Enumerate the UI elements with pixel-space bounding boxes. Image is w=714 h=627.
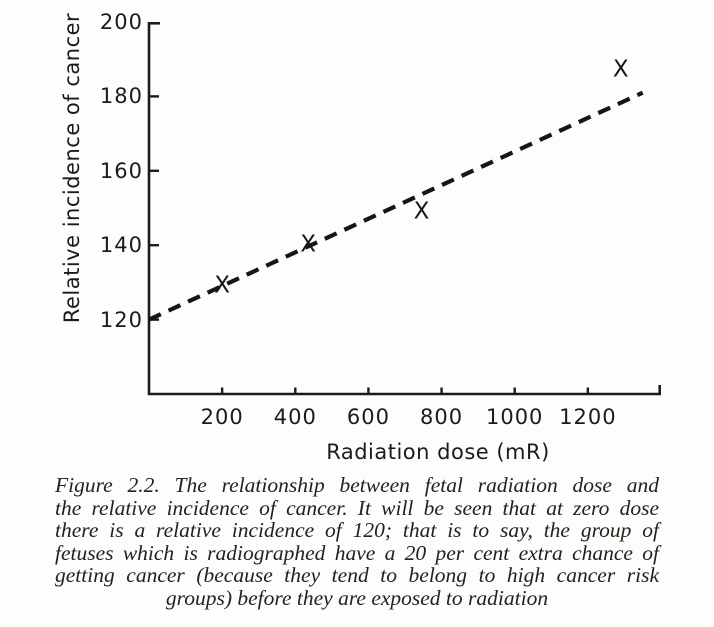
caption-line: Figure 2.2. The relationship between fet…	[55, 473, 659, 497]
cancer-radiation-chart: Relative incidence of cancer Radiation d…	[60, 10, 662, 464]
y-axis-title: Relative incidence of cancer	[60, 12, 84, 324]
data-point-marker: X	[612, 56, 629, 83]
y-tick-label: 120	[99, 307, 143, 332]
x-tick-label: 800	[420, 405, 464, 429]
caption-line: the relative incidence of cancer. It wil…	[55, 495, 659, 520]
caption-line: groups) before they are exposed to radia…	[165, 585, 549, 610]
x-tick-label: 1000	[485, 405, 544, 429]
x-axis-title: Radiation dose (mR)	[326, 440, 550, 464]
x-tick-label: 600	[346, 405, 390, 429]
x-tick-label: 200	[200, 405, 244, 429]
y-tick-label: 160	[99, 158, 143, 183]
y-tick-label: 140	[99, 233, 143, 258]
x-tick-label: 400	[273, 405, 317, 429]
figure-caption: Figure 2.2. The relationship between fet…	[55, 474, 659, 609]
caption-line: getting cancer (because they tend to bel…	[55, 563, 659, 587]
data-point-marker: X	[214, 272, 231, 299]
data-point-marker: X	[413, 198, 430, 225]
caption-line: fetuses which is radiographed have a 20 …	[55, 540, 659, 565]
y-tick-label: 180	[99, 84, 143, 109]
chart-axes	[147, 21, 662, 396]
axis-lines	[147, 22, 661, 396]
trend-line	[148, 90, 644, 322]
x-tick-label: 1200	[559, 405, 617, 429]
data-point-marker: X	[300, 231, 316, 258]
caption-line: there is a relative incidence of 120; th…	[55, 518, 659, 542]
y-tick-label: 200	[99, 10, 143, 34]
